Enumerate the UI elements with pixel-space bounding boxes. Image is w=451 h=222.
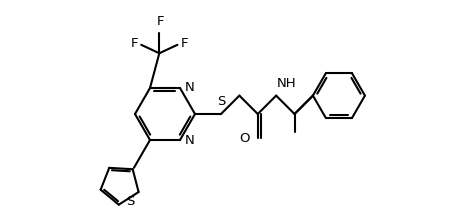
Text: F: F	[130, 37, 138, 50]
Text: NH: NH	[276, 77, 296, 90]
Text: N: N	[184, 81, 194, 93]
Text: O: O	[239, 133, 249, 145]
Text: F: F	[156, 15, 164, 28]
Text: F: F	[180, 37, 188, 50]
Text: N: N	[184, 135, 194, 147]
Text: S: S	[126, 195, 134, 208]
Text: S: S	[216, 95, 225, 108]
